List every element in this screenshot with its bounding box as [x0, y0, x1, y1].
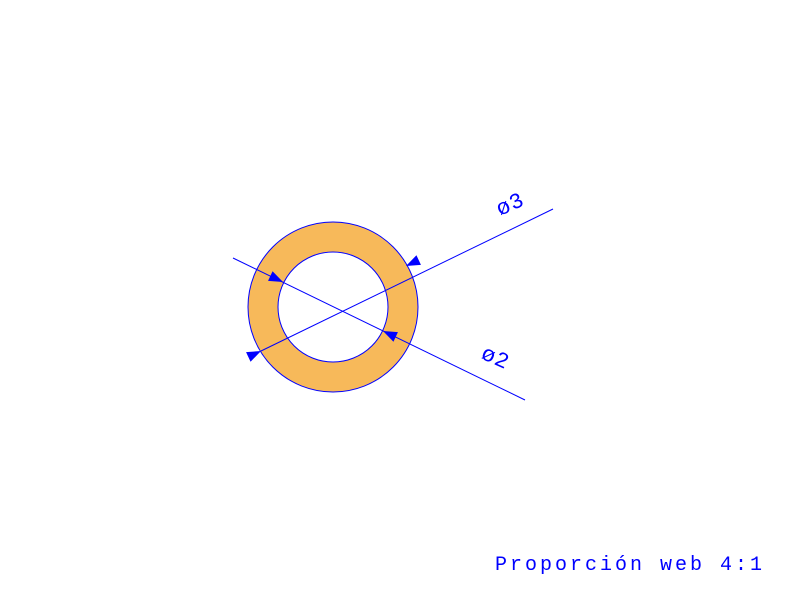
technical-drawing: ø3 ø2 Proporción web 4:1 — [0, 0, 800, 600]
outer-diameter-label: ø3 — [493, 188, 529, 222]
inner-diameter-label: ø2 — [477, 342, 513, 376]
scale-caption: Proporción web 4:1 — [495, 554, 765, 577]
